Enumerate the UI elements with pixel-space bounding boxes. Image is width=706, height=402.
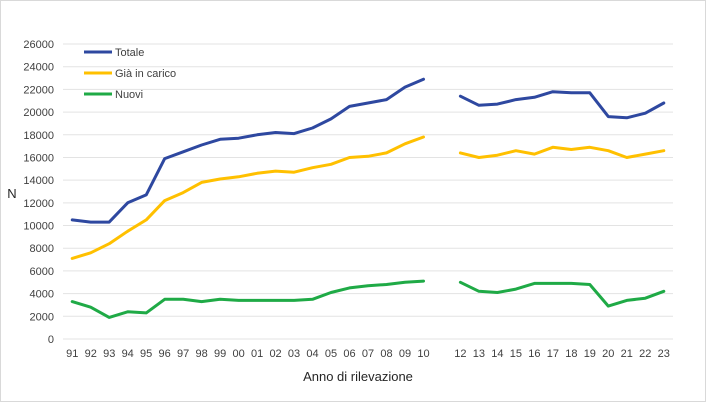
- y-tick-label: 4000: [30, 289, 54, 301]
- x-tick-label: 04: [306, 348, 318, 360]
- x-tick-label: 99: [214, 348, 226, 360]
- y-tick-label: 18000: [23, 130, 54, 142]
- legend-label: Totale: [115, 47, 144, 59]
- series-line: [458, 145, 666, 159]
- y-tick-label: 10000: [23, 221, 54, 233]
- series-totale: [70, 77, 666, 224]
- series-line: [70, 135, 425, 260]
- y-tick-label: 26000: [23, 39, 54, 51]
- y-tick-label: 0: [48, 334, 54, 346]
- x-tick-label: 05: [325, 348, 337, 360]
- x-tick-label: 12: [454, 348, 466, 360]
- x-tick-label: 09: [399, 348, 411, 360]
- x-tick-label: 96: [159, 348, 171, 360]
- series-line: [70, 77, 425, 224]
- x-tick-label: 10: [417, 348, 429, 360]
- x-tick-label: 97: [177, 348, 189, 360]
- y-tick-label: 20000: [23, 107, 54, 119]
- y-tick-label: 22000: [23, 84, 54, 96]
- x-tick-label: 06: [343, 348, 355, 360]
- x-tick-label: 94: [122, 348, 134, 360]
- y-tick-label: 6000: [30, 266, 54, 278]
- x-tick-label: 22: [639, 348, 651, 360]
- gridlines: [63, 43, 673, 340]
- x-tick-label: 00: [232, 348, 244, 360]
- x-tick-label: 15: [510, 348, 522, 360]
- x-axis-ticks: 91 92 93 94 95 96 97 98 99 00 01 02 03 04 05 06 07 08 09 10…: [66, 348, 670, 360]
- series-line: [458, 90, 666, 120]
- x-tick-label: 18: [565, 348, 577, 360]
- series-lines: [70, 77, 666, 319]
- legend: Totale Già in carico Nuovi: [84, 47, 176, 101]
- x-tick-label: 95: [140, 348, 152, 360]
- x-tick-label: 14: [491, 348, 503, 360]
- x-tick-label: 16: [528, 348, 540, 360]
- y-axis-title: N: [7, 186, 16, 201]
- y-tick-label: 24000: [23, 62, 54, 74]
- x-tick-label: 01: [251, 348, 263, 360]
- x-tick-label: 17: [547, 348, 559, 360]
- x-tick-label: 92: [85, 348, 97, 360]
- legend-label: Nuovi: [115, 89, 143, 101]
- x-tick-label: 03: [288, 348, 300, 360]
- y-tick-label: 16000: [23, 152, 54, 164]
- x-tick-label: 13: [473, 348, 485, 360]
- x-tick-label: 19: [584, 348, 596, 360]
- y-tick-label: 14000: [23, 175, 54, 187]
- series-nuovi: [70, 279, 666, 319]
- x-tick-label: 02: [269, 348, 281, 360]
- x-tick-label: 21: [621, 348, 633, 360]
- y-tick-label: 8000: [30, 243, 54, 255]
- series-gi-in-carico: [70, 135, 666, 260]
- y-tick-label: 12000: [23, 198, 54, 210]
- legend-label: Già in carico: [115, 68, 176, 80]
- x-tick-label: 98: [196, 348, 208, 360]
- x-tick-label: 08: [380, 348, 392, 360]
- x-tick-label: 93: [103, 348, 115, 360]
- x-tick-label: 20: [602, 348, 614, 360]
- x-tick-label: 23: [658, 348, 670, 360]
- y-axis-ticks: 0 2000 4000 6000 8000 10000 12000 14000 16000 180…: [23, 39, 54, 346]
- x-axis-title: Anno di rilevazione: [303, 369, 413, 384]
- series-line: [70, 279, 425, 319]
- x-tick-label: 91: [66, 348, 78, 360]
- series-line: [458, 280, 666, 308]
- y-tick-label: 2000: [30, 311, 54, 323]
- x-tick-label: 07: [362, 348, 374, 360]
